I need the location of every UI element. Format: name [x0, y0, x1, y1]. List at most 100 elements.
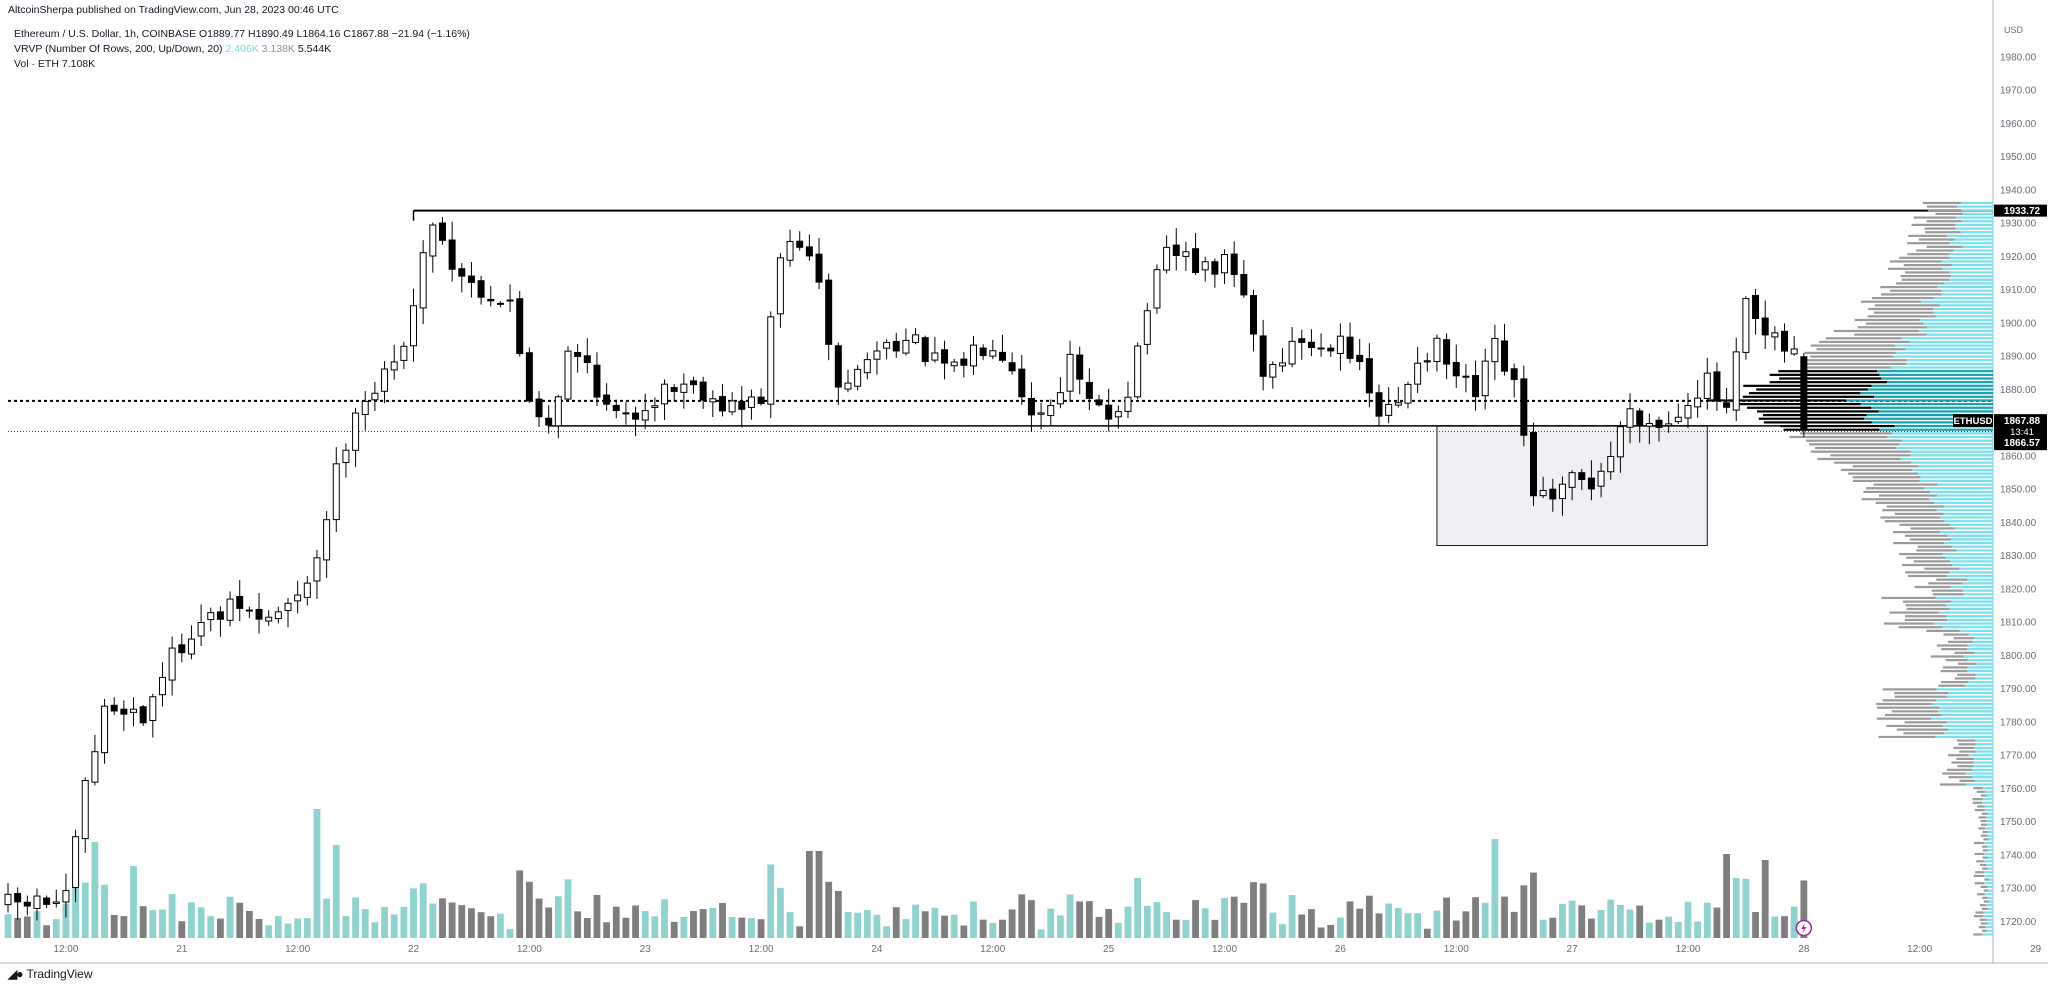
- time-tick-label: 22: [408, 944, 420, 955]
- time-tick-label: 27: [1567, 944, 1579, 955]
- volume-profile-up-bar: [1871, 421, 1993, 424]
- price-tick-label: 1900.00: [2000, 318, 2037, 329]
- volume-profile-up-bar: [1941, 260, 1993, 263]
- volume-profile-up-bar: [1895, 351, 1993, 355]
- candle-up: [390, 361, 398, 371]
- volume-profile-up-bar: [1887, 435, 1993, 439]
- volume-profile-up-bar: [1967, 644, 1993, 647]
- volume-profile-up-bar: [1949, 242, 1993, 245]
- volume-profile-down-bar: [1819, 340, 1910, 344]
- volume-profile-down-bar: [1942, 772, 1966, 775]
- volume-profile-down-bar: [1882, 688, 1937, 691]
- volume-bar: [1259, 883, 1267, 938]
- volume-bar: [1394, 908, 1402, 938]
- volume-bar: [1356, 908, 1364, 938]
- volume-bar: [313, 809, 321, 938]
- volume-profile-down-bar: [1978, 926, 1986, 929]
- volume-bar: [23, 916, 31, 938]
- volume-bar: [1336, 917, 1344, 938]
- volume-legend-row[interactable]: Vol · ETH 7.108K: [14, 57, 470, 72]
- volume-profile-up-bar: [1946, 604, 1993, 607]
- time-tick-label: 12:00: [749, 944, 774, 955]
- volume-profile-down-bar: [1861, 300, 1921, 303]
- volume-bar: [410, 888, 417, 938]
- candle-down: [1423, 360, 1431, 363]
- volume-profile-down-bar: [1932, 593, 1964, 596]
- volume-bar: [149, 910, 157, 938]
- volume-bar: [1298, 914, 1306, 938]
- volume-bar: [255, 918, 263, 938]
- volume-profile-up-bar: [1941, 713, 1993, 717]
- volume-bar: [593, 895, 601, 938]
- volume-bar: [274, 916, 282, 938]
- candle-up: [931, 352, 939, 361]
- volume-profile-up-bar: [1951, 600, 1993, 603]
- candle-up: [303, 582, 311, 598]
- volume-profile-down-bar: [1903, 264, 1952, 267]
- vrvp-legend-row[interactable]: VRVP (Number Of Rows, 200, Up/Down, 20) …: [14, 42, 470, 57]
- volume-bar: [361, 909, 369, 938]
- volume-profile-down-bar: [1875, 501, 1935, 504]
- volume-bar: [294, 918, 302, 938]
- volume-profile-up-bar: [1900, 457, 1993, 461]
- candle-up: [728, 400, 736, 413]
- candle-down: [1510, 368, 1518, 380]
- volume-bar: [1800, 880, 1808, 938]
- volume-profile-down-bar: [1980, 885, 1988, 889]
- candle-up: [313, 557, 321, 582]
- volume-profile-up-bar: [1962, 212, 1993, 216]
- volume-bar: [506, 928, 514, 938]
- candle-up: [989, 350, 997, 357]
- volume-bar: [767, 864, 775, 938]
- candle-up: [776, 257, 784, 315]
- volume-profile-down-bar: [1957, 739, 1976, 742]
- candle-down: [245, 609, 253, 612]
- volume-profile-up-bar: [1936, 509, 1993, 512]
- price-tick-label: 1920.00: [2000, 252, 2037, 263]
- volume-profile-down-bar: [1972, 798, 1983, 801]
- volume-profile-down-bar: [1983, 889, 1989, 892]
- volume-bar: [815, 851, 823, 938]
- price-tick-label: 1850.00: [2000, 485, 2037, 496]
- vrvp-total-value: 5.544K: [297, 43, 332, 55]
- volume-profile-up-bar: [1951, 275, 1993, 278]
- lightning-bolt-glyph: [1801, 923, 1807, 933]
- volume-profile-up-bar: [1973, 757, 1993, 760]
- volume-profile-up-bar: [1877, 370, 1993, 373]
- candle-down: [458, 268, 466, 277]
- volume-bar: [468, 908, 475, 938]
- price-tick-label: 1820.00: [2000, 584, 2037, 595]
- volume-profile-up-bar: [1949, 523, 1993, 526]
- volume-profile-up-bar: [1940, 516, 1993, 519]
- price-tick-label: 1930.00: [2000, 219, 2037, 230]
- symbol-legend-row[interactable]: Ethereum / U.S. Dollar, 1h, COINBASE O18…: [14, 27, 470, 42]
- volume-bar: [1114, 922, 1122, 938]
- volume-profile-down-bar: [1906, 607, 1950, 611]
- volume-profile-down-bar: [1947, 768, 1973, 771]
- tradingview-logo[interactable]: ◢● TradingView: [8, 967, 93, 981]
- volume-profile-up-bar: [1935, 735, 1993, 739]
- volume-profile-down-bar: [1880, 516, 1941, 519]
- volume-profile-up-bar: [1959, 629, 1993, 632]
- volume-profile-up-bar: [1860, 392, 1993, 395]
- volume-profile-up-bar: [1948, 691, 1993, 695]
- candle-up: [294, 594, 302, 602]
- volume-profile-up-bar: [1984, 874, 1993, 878]
- volume-profile-up-bar: [1942, 552, 1993, 556]
- volume-profile-up-bar: [1918, 329, 1993, 333]
- volume-profile-up-bar: [1866, 413, 1993, 417]
- volume-label: Vol · ETH: [14, 58, 59, 70]
- volume-bar: [960, 925, 968, 938]
- candle-up: [1433, 337, 1441, 363]
- volume-bar: [1230, 896, 1238, 938]
- volume-profile-up-bar: [1987, 849, 1993, 852]
- volume-profile-up-bar: [1987, 812, 1993, 815]
- volume-profile-down-bar: [1882, 509, 1937, 512]
- volume-bar: [1221, 897, 1228, 938]
- volume-profile-up-bar: [1906, 362, 1993, 365]
- volume-profile-up-bar: [1945, 556, 1993, 559]
- time-tick-label: 23: [640, 944, 652, 955]
- volume-profile-down-bar: [1982, 856, 1988, 859]
